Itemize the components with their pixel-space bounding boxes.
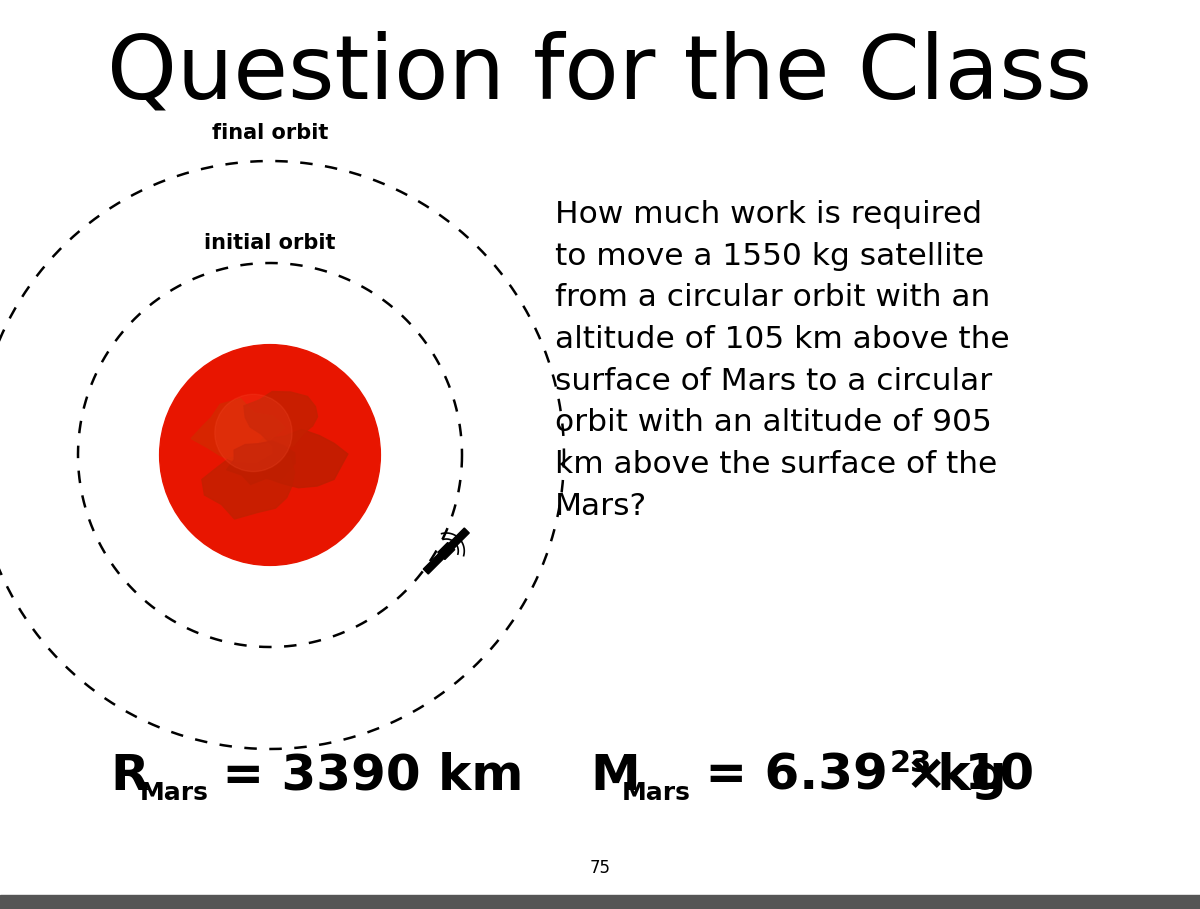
Text: M: M: [590, 752, 640, 800]
Polygon shape: [449, 528, 469, 548]
Text: Mars: Mars: [622, 781, 691, 805]
Bar: [0, 895, 1200, 909]
Text: 75: 75: [589, 859, 611, 877]
Polygon shape: [253, 429, 348, 488]
Polygon shape: [424, 554, 444, 574]
Text: final orbit: final orbit: [212, 123, 328, 143]
Polygon shape: [438, 543, 455, 559]
Text: R: R: [110, 752, 149, 800]
Polygon shape: [202, 454, 294, 519]
Text: initial orbit: initial orbit: [204, 233, 336, 253]
Polygon shape: [191, 399, 286, 463]
Polygon shape: [244, 392, 318, 446]
Text: Mars: Mars: [140, 781, 209, 805]
Text: Question for the Class: Question for the Class: [108, 30, 1092, 117]
Text: 23: 23: [890, 749, 932, 778]
Text: kg: kg: [920, 752, 1007, 800]
Text: = 6.39 × 10: = 6.39 × 10: [688, 752, 1034, 800]
Circle shape: [160, 345, 380, 565]
Polygon shape: [227, 441, 295, 484]
Text: How much work is required
to move a 1550 kg satellite
from a circular orbit with: How much work is required to move a 1550…: [554, 200, 1009, 521]
Circle shape: [215, 395, 292, 472]
Text: = 3390 km: = 3390 km: [205, 752, 523, 800]
